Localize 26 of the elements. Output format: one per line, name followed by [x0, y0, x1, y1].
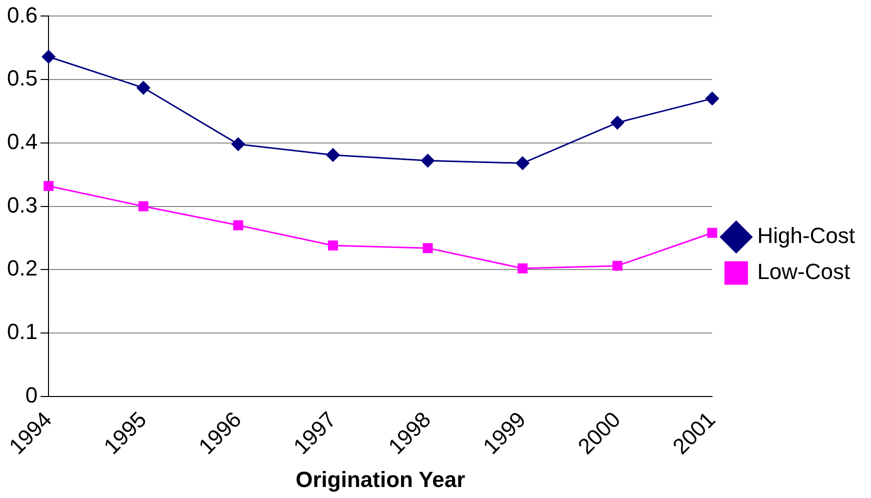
point: [516, 156, 530, 170]
legend-label: High-Cost: [757, 223, 856, 248]
point: [518, 263, 528, 274]
legend-label: Low-Cost: [757, 259, 850, 284]
point: [136, 81, 150, 95]
y-tick-label: 0.1: [6, 319, 38, 344]
point: [44, 180, 54, 191]
point: [138, 201, 148, 212]
point: [42, 50, 56, 64]
point: [233, 220, 244, 230]
point: [612, 260, 622, 271]
point: [421, 154, 435, 168]
x-axis-title: Origination Year: [296, 466, 466, 492]
y-tick-label: 0: [25, 382, 38, 408]
point: [610, 116, 624, 130]
y-tick-label: 0.2: [6, 256, 38, 281]
y-tick-label: 0.4: [6, 128, 38, 154]
point: [705, 92, 719, 106]
point: [422, 243, 433, 254]
y-tick-label: 0.6: [6, 2, 38, 28]
y-tick-label: 0.3: [6, 192, 38, 218]
point: [326, 148, 340, 162]
y-tick-label: 0.5: [6, 66, 38, 91]
point: [328, 240, 338, 251]
point: [707, 228, 718, 238]
point: [231, 137, 245, 151]
